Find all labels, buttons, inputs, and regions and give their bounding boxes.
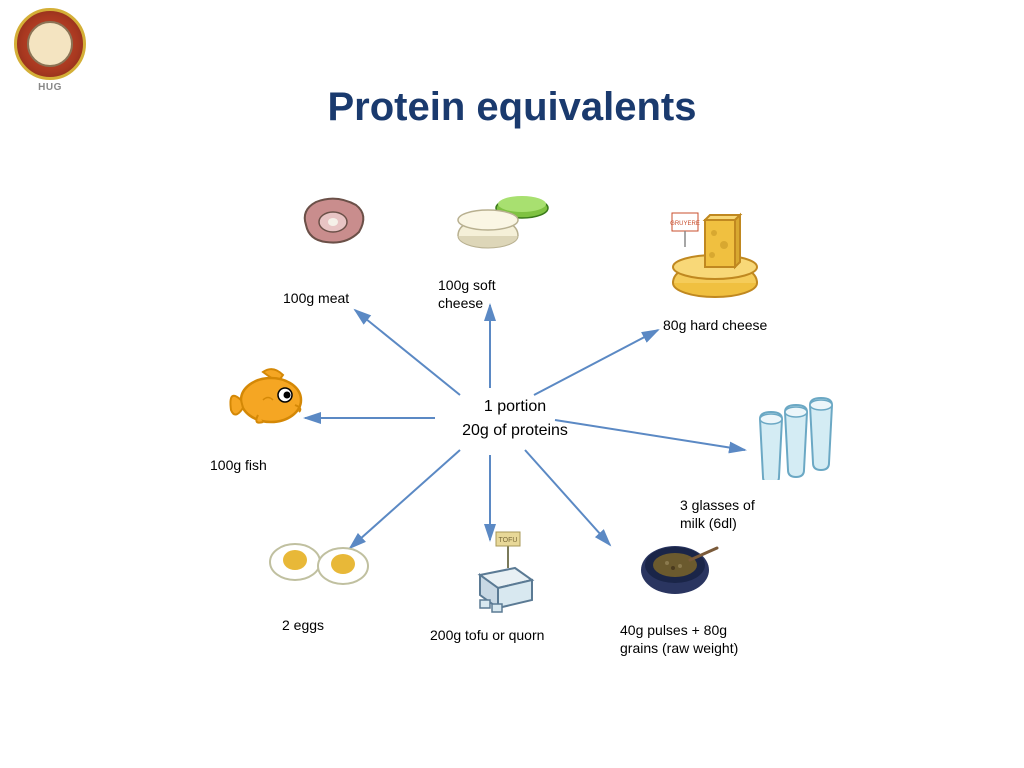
node-pulses: [590, 530, 770, 600]
node-soft-cheese-label: 100g softcheese: [438, 276, 518, 312]
center-line-1: 1 portion: [440, 395, 590, 419]
node-eggs-label: 2 eggs: [282, 616, 324, 634]
node-milk: [725, 390, 885, 480]
pulses-bowl-icon: [590, 530, 770, 600]
logo-seal-icon: [14, 8, 86, 80]
node-milk-label: 3 glasses ofmilk (6dl): [680, 496, 800, 532]
node-meat-label: 100g meat: [283, 289, 349, 307]
node-fish-label: 100g fish: [210, 456, 267, 474]
milk-glasses-icon: [725, 390, 885, 480]
svg-text:GRUYERE: GRUYERE: [670, 221, 700, 227]
node-hard-cheese-label: 80g hard cheese: [663, 316, 767, 334]
hard-cheese-icon: GRUYERE: [625, 205, 805, 300]
protein-equivalents-diagram: 1 portion 20g of proteins 100g meat 100g…: [0, 170, 1024, 730]
meat-icon: [258, 190, 408, 255]
node-meat: [258, 190, 408, 255]
node-soft-cheese: [435, 188, 575, 258]
node-tofu: TOFU: [420, 530, 590, 615]
node-tofu-label: 200g tofu or quorn: [430, 626, 544, 644]
node-pulses-label: 40g pulses + 80ggrains (raw weight): [620, 621, 780, 657]
eggs-icon: [245, 530, 395, 590]
node-hard-cheese: GRUYERE: [625, 205, 805, 300]
page-title: Protein equivalents: [0, 85, 1024, 130]
node-fish: [195, 360, 345, 440]
tofu-icon: TOFU: [420, 530, 590, 615]
node-eggs: [245, 530, 395, 590]
svg-text:TOFU: TOFU: [499, 537, 518, 544]
soft-cheese-icon: [435, 188, 575, 258]
fish-icon: [195, 360, 345, 440]
center-label: 1 portion 20g of proteins: [440, 395, 590, 443]
center-line-2: 20g of proteins: [440, 419, 590, 443]
